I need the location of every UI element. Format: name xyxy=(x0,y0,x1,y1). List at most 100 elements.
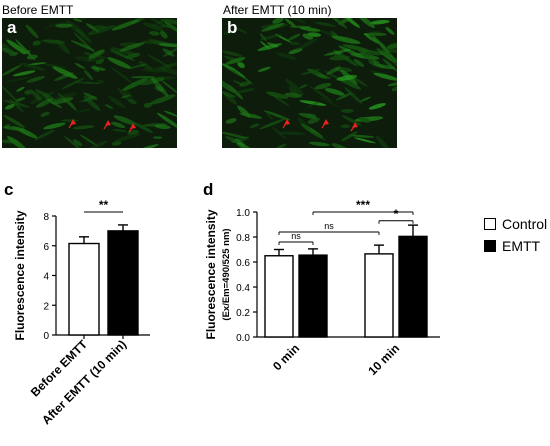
cell-shape xyxy=(237,62,245,68)
legend-swatch-emtt xyxy=(484,240,496,252)
cell-shape xyxy=(375,135,391,148)
legend-item-control: Control xyxy=(484,215,547,233)
cell-shape xyxy=(35,98,53,108)
cell-shape xyxy=(295,38,318,51)
chart-c-bar xyxy=(68,242,100,336)
cell-shape xyxy=(79,134,98,146)
panel-letter-b: b xyxy=(227,18,238,37)
chart-d-significance-label: * xyxy=(394,207,399,221)
cell-shape xyxy=(358,116,371,123)
cell-shape xyxy=(148,31,160,36)
cell-shape xyxy=(20,62,46,71)
cell-shape xyxy=(302,33,314,40)
cell-shape xyxy=(125,52,141,59)
cell-shape xyxy=(2,43,10,51)
cell-shape xyxy=(43,122,66,130)
chart-d-y-tick-label: 0.4 xyxy=(236,283,250,294)
cell-shape xyxy=(330,31,338,37)
cell-shape xyxy=(87,25,116,35)
legend-label-emtt: EMTT xyxy=(502,238,541,254)
cell-shape xyxy=(16,86,25,92)
cell-shape xyxy=(139,77,165,86)
cell-shape xyxy=(2,64,22,77)
cell-shape xyxy=(28,62,47,66)
cell-shape xyxy=(89,140,108,148)
cell-shape xyxy=(74,63,86,70)
chart-d-bar xyxy=(298,254,328,338)
cell-shape xyxy=(287,33,301,41)
cell-shape xyxy=(117,87,131,102)
cell-shape xyxy=(333,51,343,58)
cell-shape xyxy=(25,24,39,39)
cell-shape xyxy=(64,135,85,148)
red-arrow-head-icon xyxy=(352,122,358,128)
cell-shape xyxy=(26,75,46,83)
cell-shape xyxy=(111,141,122,146)
cell-shape xyxy=(326,18,348,29)
cell-shape xyxy=(138,144,159,148)
cell-shape xyxy=(249,123,260,128)
cell-shape xyxy=(278,131,306,136)
cell-shape xyxy=(299,83,308,89)
cell-shape xyxy=(67,100,77,112)
cell-shape xyxy=(354,137,376,144)
cell-shape xyxy=(22,50,31,55)
cell-shape xyxy=(235,88,255,94)
cell-shape xyxy=(83,92,98,101)
cell-shape xyxy=(224,93,238,105)
cell-shape xyxy=(324,49,351,56)
cell-shape xyxy=(285,78,304,96)
chart-d: 0.0 0.2 0.4 0.6 0.8 1.0 Fluorescence intensity… xyxy=(204,198,440,378)
cell-shape xyxy=(160,18,177,26)
cell-shape xyxy=(121,94,131,99)
cell-shape xyxy=(223,29,235,35)
cell-shape xyxy=(333,90,346,97)
cell-shape xyxy=(119,42,145,52)
cell-shape xyxy=(260,34,283,41)
cell-shape xyxy=(239,112,263,119)
cell-shape xyxy=(308,141,330,147)
cell-shape xyxy=(284,18,296,27)
cell-shape xyxy=(367,58,378,64)
cell-shape xyxy=(222,78,236,93)
cell-shape xyxy=(225,57,246,65)
cell-shape xyxy=(222,50,243,57)
cell-shape xyxy=(326,66,342,75)
chart-c-y-tick-label: 6 xyxy=(43,242,49,253)
cell-shape xyxy=(84,69,93,81)
cell-shape xyxy=(260,23,289,29)
cell-shape xyxy=(342,44,370,52)
cell-shape xyxy=(309,86,333,103)
cell-shape xyxy=(112,129,127,133)
cell-shape xyxy=(373,72,397,81)
cell-shape xyxy=(55,39,70,55)
cell-shape xyxy=(271,126,287,140)
chart-d-y-tick-label: 1.0 xyxy=(236,208,250,219)
chart-d-bar xyxy=(264,255,294,338)
chart-d-bar xyxy=(398,235,428,338)
cell-shape xyxy=(236,142,252,148)
chart-d-legend: Control EMTT xyxy=(484,215,547,259)
cell-shape xyxy=(233,26,248,34)
cell-shape xyxy=(163,110,177,117)
cell-shape xyxy=(350,134,375,138)
cell-shape xyxy=(152,136,163,139)
chart-c-y-tick-label: 4 xyxy=(43,272,49,283)
cell-shape xyxy=(42,21,64,30)
cell-shape xyxy=(40,111,50,117)
cell-shape xyxy=(306,113,317,117)
cell-shape xyxy=(233,68,253,85)
cell-shape xyxy=(2,84,21,105)
chart-d-x-tick-label: 10 min xyxy=(365,341,402,378)
cell-shape xyxy=(149,94,176,105)
cell-shape xyxy=(341,115,362,126)
cell-shape xyxy=(73,18,83,22)
cell-shape xyxy=(95,58,105,65)
cell-shape xyxy=(74,81,101,85)
cell-shape xyxy=(72,125,95,130)
cell-shape xyxy=(160,30,168,39)
cell-shape xyxy=(55,23,73,28)
cell-shape xyxy=(350,75,368,87)
cell-shape xyxy=(369,20,390,25)
chart-c-bar xyxy=(107,230,139,336)
